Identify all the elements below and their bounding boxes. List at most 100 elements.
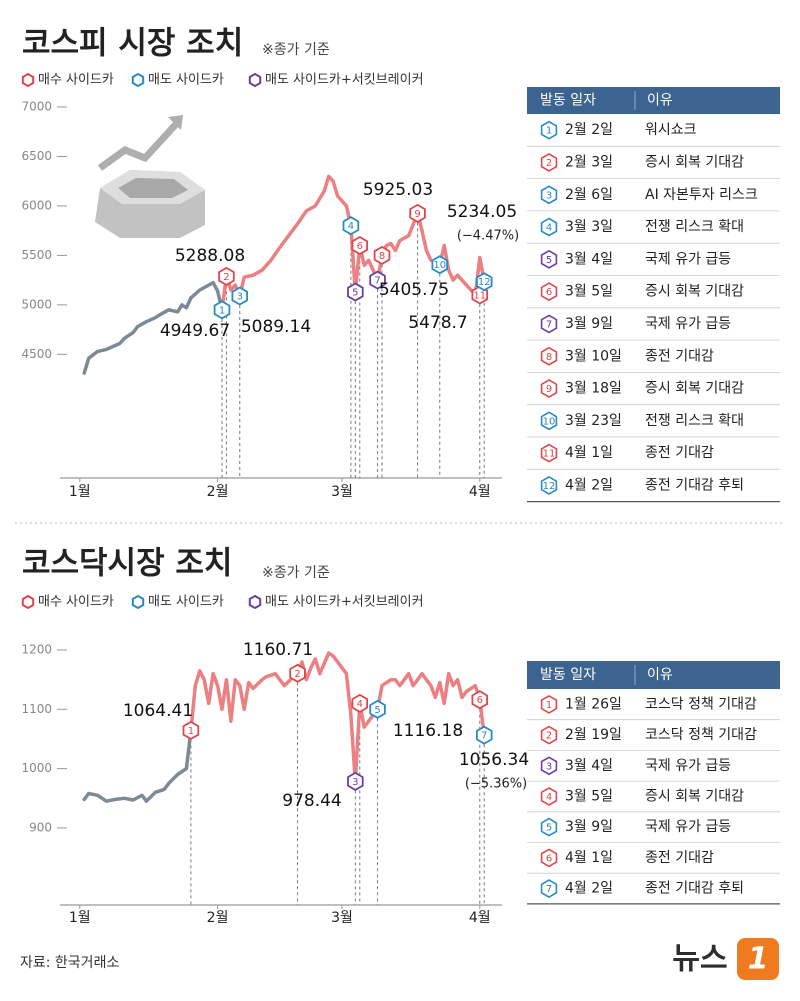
logo-text: 뉴스: [672, 942, 727, 977]
table-row-icon: [540, 314, 558, 334]
table-row-icon-label: 4: [546, 792, 552, 803]
chart-note: ※종가 기준: [262, 42, 330, 58]
event-marker-label: 7: [374, 276, 380, 287]
value-label: 5405.75: [379, 280, 449, 300]
table-row-icon-label: 5: [546, 255, 552, 266]
table-row-icon-label: 1: [546, 126, 552, 137]
table-cell: 3월 5일: [565, 284, 613, 300]
table-cell: 종전 기대감 후퇴: [645, 881, 744, 897]
event-marker: [475, 272, 493, 292]
table-header-bg: [527, 87, 780, 114]
table-cell: 2월 2일: [565, 122, 613, 138]
table-row-icon: [540, 443, 558, 463]
table-row-icon-label: 4: [546, 223, 552, 234]
value-change-label: (−4.47%): [457, 229, 519, 244]
table-row-icon-label: 11: [543, 449, 556, 460]
event-marker: [475, 725, 493, 745]
table-cell: 워시쇼크: [645, 122, 697, 138]
table-cell: 3월 4일: [565, 758, 613, 774]
legend-label: 매도 사이드카: [148, 595, 224, 610]
table-cell: 국제 유가 급등: [645, 316, 731, 332]
table-cell: 증시 회복 기대감: [645, 284, 744, 300]
logo-badge: [737, 938, 779, 980]
event-marker-label: 3: [237, 292, 243, 303]
table-row-icon: [540, 346, 558, 366]
table-cell: 4월 1일: [565, 445, 613, 461]
event-marker: [409, 203, 426, 223]
table-cell: 3월 9일: [565, 819, 613, 835]
event-marker-label: 10: [433, 260, 446, 271]
y-tick-label: 1200: [21, 643, 52, 657]
event-marker-label: 8: [379, 251, 385, 262]
table-row-icon-label: 10: [543, 416, 556, 427]
table-row-icon: [540, 848, 558, 868]
event-marker-label: 7: [481, 731, 487, 742]
table-cell: 3월 23일: [565, 413, 622, 429]
table-cell: 전쟁 리스크 확대: [645, 219, 744, 235]
y-tick-label: 900: [29, 820, 52, 834]
event-marker: [431, 255, 449, 275]
table-cell: 코스닥 정책 기대감: [645, 696, 757, 712]
value-label: 978.44: [282, 791, 341, 811]
table-cell: 증시 회복 기대감: [645, 381, 744, 397]
legend-swatch: [131, 72, 145, 88]
event-marker: [231, 286, 249, 306]
x-tick-label: 1월: [69, 910, 91, 926]
decor-icon: [95, 115, 205, 238]
table-row-icon: [540, 217, 558, 237]
y-tick-label: 7000: [21, 100, 52, 114]
table-cell: 전쟁 리스크 확대: [645, 413, 744, 429]
table-cell: 3월 4일: [565, 251, 613, 267]
y-tick-label: 1100: [21, 702, 52, 716]
table-row-icon: [540, 249, 558, 269]
table-row-icon-label: 2: [546, 731, 552, 742]
event-marker-label: 2: [294, 669, 300, 680]
event-marker: [289, 663, 306, 683]
x-tick-label: 3월: [331, 484, 353, 500]
legend-swatch: [131, 594, 145, 610]
table-row-icon: [540, 817, 558, 837]
event-marker: [182, 720, 200, 740]
price-line: [82, 280, 224, 375]
legend-label: 매도 사이드카+서킷브레이커: [265, 595, 424, 610]
event-marker: [471, 690, 489, 710]
table-row-icon: [540, 756, 558, 776]
legend-label: 매도 사이드카: [148, 73, 224, 88]
table-row-icon: [540, 282, 558, 302]
table-header-cell: 이유: [647, 93, 673, 109]
table-row-icon-label: 3: [546, 761, 552, 772]
table-row-icon-label: 6: [546, 853, 552, 864]
value-label: 1116.18: [393, 721, 463, 741]
table-row-icon-label: 7: [546, 319, 552, 330]
legend-swatch: [248, 594, 262, 610]
event-marker: [369, 270, 386, 290]
event-marker: [218, 266, 235, 286]
table-cell: 3월 3일: [565, 219, 613, 235]
event-marker-label: 4: [348, 221, 354, 232]
table-cell: 2월 3일: [565, 154, 613, 170]
event-marker-label: 5: [352, 288, 358, 299]
table-cell: 3월 9일: [565, 316, 613, 332]
y-tick-label: 6500: [21, 149, 52, 163]
price-line: [82, 728, 193, 803]
event-marker-label: 12: [478, 277, 491, 288]
x-tick-label: 2월: [207, 484, 229, 500]
event-marker-label: 2: [223, 272, 229, 283]
event-marker: [213, 300, 231, 320]
y-tick-label: 6000: [21, 198, 52, 212]
table-cell: 국제 유가 급등: [645, 819, 731, 835]
table-header-cell: 발동 일자: [540, 667, 596, 683]
table-cell: 국제 유가 급등: [645, 758, 731, 774]
logo-badge-text: 1: [748, 942, 769, 977]
x-tick-label: 2월: [207, 910, 229, 926]
value-label: 1160.71: [243, 640, 313, 660]
y-tick-label: 1000: [21, 761, 52, 775]
event-marker-label: 5: [374, 705, 380, 716]
table-row-icon-label: 3: [546, 190, 552, 201]
event-marker-label: 1: [188, 726, 194, 737]
chart-title: 코스닥시장 조치: [22, 546, 232, 582]
value-label: 5288.08: [175, 246, 245, 266]
event-marker: [347, 771, 364, 791]
legend-label: 매수 사이드카: [38, 73, 114, 88]
